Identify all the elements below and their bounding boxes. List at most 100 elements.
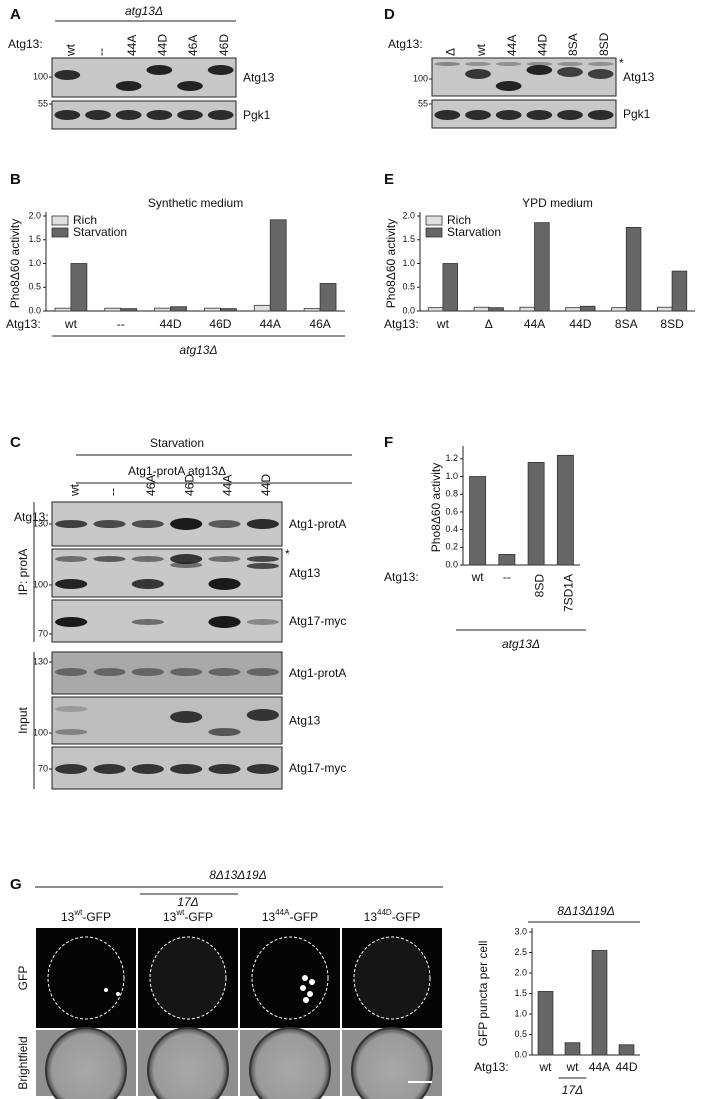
- y-tick-label: 0.0: [402, 305, 415, 315]
- column-label: 13wt-GFP: [61, 908, 111, 924]
- y-tick-label: 2.0: [28, 210, 41, 220]
- x-tick-label: wt: [539, 1060, 553, 1074]
- band: [557, 62, 583, 66]
- cell: [351, 1027, 433, 1099]
- row-label: Atg13:: [474, 1060, 509, 1074]
- label-suffix: -GFP: [82, 910, 111, 924]
- cell-outline: [47, 936, 125, 1020]
- blot-name: Atg13: [289, 566, 321, 580]
- y-axis-label: GFP puncta per cell: [476, 941, 490, 1047]
- bar: [519, 306, 535, 312]
- bar: [469, 476, 487, 566]
- band: [170, 562, 203, 568]
- y-tick-label: 3.0: [514, 926, 527, 936]
- y-tick-label: 0.6: [445, 506, 458, 516]
- label-base: 13: [364, 910, 378, 924]
- x-tick-label: Δ: [485, 317, 493, 331]
- y-tick-label: 1.0: [28, 258, 41, 268]
- band: [131, 556, 164, 562]
- legend-label: Starvation: [447, 225, 501, 239]
- band: [495, 62, 522, 66]
- blot-name: Atg17-myc: [289, 614, 346, 628]
- mw-marker: 55: [418, 98, 428, 108]
- band: [526, 62, 553, 66]
- row-label: Atg13:: [388, 37, 423, 51]
- legend-swatch: [425, 227, 443, 238]
- lane-label: wt: [474, 43, 488, 57]
- band: [465, 69, 491, 79]
- y-axis-label: Pho8Δ60 activity: [384, 219, 398, 308]
- gfp-image: [36, 928, 136, 1028]
- blot-name: Atg1-protA: [289, 517, 346, 531]
- row-label: Brightfield: [16, 1036, 30, 1089]
- band: [170, 668, 203, 676]
- label-base: 13: [262, 910, 276, 924]
- band: [85, 110, 111, 120]
- y-tick-label: 1.5: [28, 234, 41, 244]
- band: [55, 764, 88, 774]
- x-tick-label: 44D: [615, 1060, 637, 1074]
- sub-label: 17Δ: [562, 1083, 583, 1097]
- band: [55, 729, 88, 735]
- bar: [527, 461, 545, 566]
- y-tick-label: 0.5: [402, 282, 415, 292]
- bar: [625, 226, 642, 312]
- band: [246, 709, 279, 721]
- blot: [431, 99, 617, 129]
- label-sup: wt: [175, 908, 185, 917]
- mw-marker: 100: [33, 579, 48, 589]
- band: [146, 65, 173, 75]
- band: [177, 110, 203, 120]
- y-tick-label: 0.0: [445, 559, 458, 569]
- cell: [45, 1027, 127, 1099]
- gfp-punctum: [300, 985, 306, 991]
- x-tick-label: wt: [64, 317, 78, 331]
- y-tick-label: 1.5: [514, 988, 527, 998]
- band: [208, 520, 241, 528]
- band: [557, 110, 583, 120]
- x-tick-label: 44D: [569, 317, 591, 331]
- gfp-image: [240, 928, 340, 1028]
- band: [55, 579, 88, 589]
- band: [208, 764, 241, 774]
- mw-marker: 70: [38, 628, 48, 638]
- band: [557, 67, 583, 77]
- lane-label: 8SD: [597, 32, 611, 56]
- panel-label: G: [10, 876, 22, 893]
- lane-label: Δ: [444, 48, 458, 56]
- band: [495, 81, 522, 91]
- lane-label: 44A: [221, 475, 235, 496]
- blot: [51, 599, 283, 643]
- band: [93, 520, 126, 528]
- x-tick-label: --: [503, 570, 511, 584]
- band: [115, 110, 142, 120]
- y-tick-label: 2.0: [402, 210, 415, 220]
- label-base: 13: [163, 910, 177, 924]
- gfp-punctum: [104, 988, 108, 992]
- cell: [147, 1027, 229, 1099]
- footer: atg13Δ: [179, 343, 217, 357]
- bar: [488, 307, 504, 312]
- lane-label: 46D: [182, 474, 196, 496]
- y-axis-label: Pho8Δ60 activity: [429, 463, 443, 552]
- blot-name: Atg1-protA: [289, 666, 346, 680]
- blot-name: Pgk1: [623, 107, 651, 121]
- band: [587, 69, 614, 79]
- panel-label: F: [384, 434, 393, 451]
- band: [55, 668, 88, 676]
- blot-name: Pgk1: [243, 108, 271, 122]
- column-label: 1344D-GFP: [364, 908, 421, 924]
- band: [208, 616, 241, 628]
- row-label: Atg13:: [14, 510, 49, 524]
- band: [55, 520, 88, 528]
- legend-swatch: [425, 215, 443, 226]
- bar: [556, 454, 574, 566]
- lane-label: 46A: [186, 35, 200, 56]
- band: [208, 556, 241, 562]
- bar: [565, 307, 581, 312]
- lane-label: 44D: [156, 34, 170, 56]
- bar: [303, 308, 321, 312]
- bar: [537, 991, 554, 1056]
- blot: [431, 57, 617, 97]
